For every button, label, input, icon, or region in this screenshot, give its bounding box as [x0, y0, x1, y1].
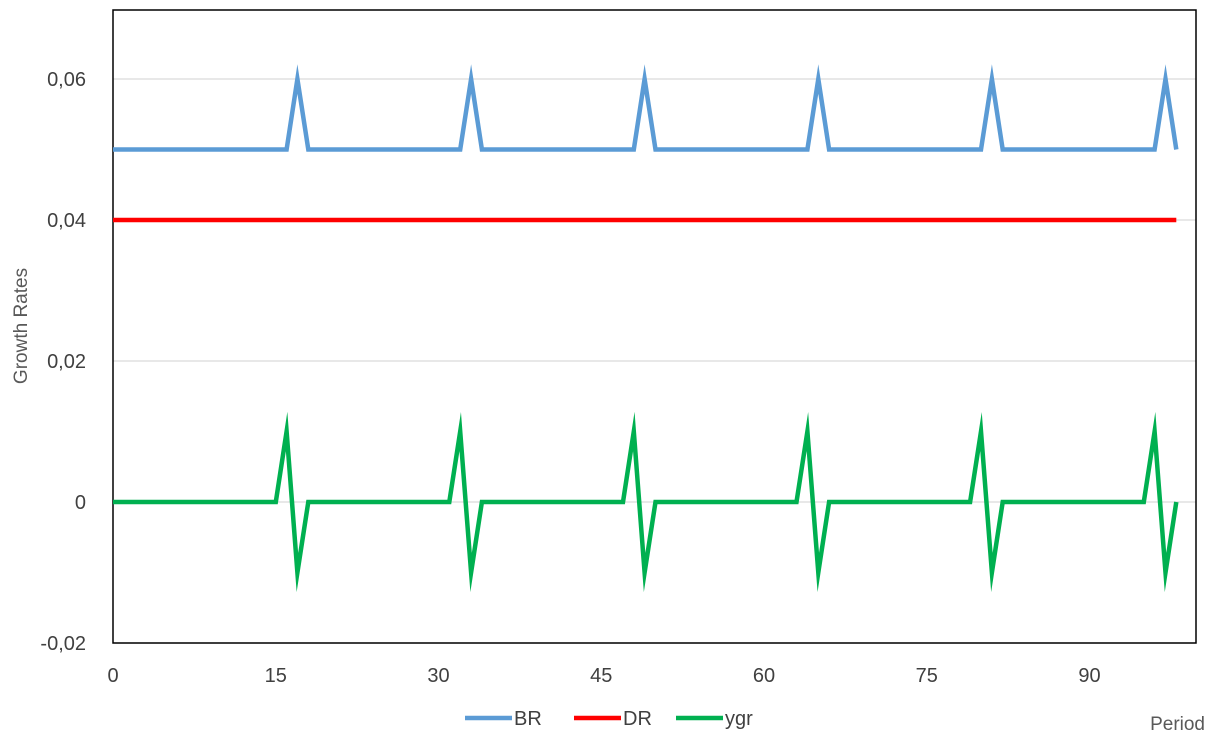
y-tick-label: 0,04 — [47, 210, 86, 232]
tick-labels: -0,02 0 0,02 0,04 0,06 0 15 30 45 60 75 90 — [40, 69, 1100, 687]
x-axis-title: Period — [1150, 714, 1205, 733]
gridlines — [113, 78, 1196, 644]
y-tick-label: 0,02 — [47, 351, 86, 373]
x-tick-label: 45 — [590, 665, 612, 687]
legend: BR DR ygr — [465, 708, 753, 730]
y-tick-label: -0,02 — [40, 633, 86, 655]
y-tick-label: 0 — [75, 492, 86, 514]
legend-label-br: BR — [514, 708, 542, 730]
x-tick-label: 90 — [1078, 665, 1100, 687]
legend-label-dr: DR — [623, 708, 652, 730]
x-tick-label: 60 — [753, 665, 775, 687]
x-tick-label: 75 — [916, 665, 938, 687]
y-tick-label: 0,06 — [47, 69, 86, 91]
x-tick-label: 0 — [107, 665, 118, 687]
series-line-br — [113, 64, 1179, 152]
plot-area-border — [112, 9, 1197, 644]
legend-label-ygr: ygr — [725, 708, 753, 730]
y-axis-title: Growth Rates — [11, 268, 32, 384]
series-line-ygr — [113, 411, 1179, 593]
x-tick-label: 30 — [427, 665, 449, 687]
axes — [112, 9, 1197, 644]
x-tick-label: 15 — [265, 665, 287, 687]
series-layer — [113, 64, 1179, 593]
